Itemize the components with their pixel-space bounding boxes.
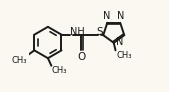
Text: O: O [77, 52, 86, 62]
Text: NH: NH [70, 27, 85, 37]
Text: S: S [96, 27, 103, 37]
Text: N: N [103, 11, 110, 21]
Text: N: N [117, 11, 125, 21]
Text: CH₃: CH₃ [52, 66, 67, 75]
Text: CH₃: CH₃ [116, 51, 132, 60]
Text: N: N [116, 37, 123, 47]
Text: CH₃: CH₃ [12, 56, 27, 65]
